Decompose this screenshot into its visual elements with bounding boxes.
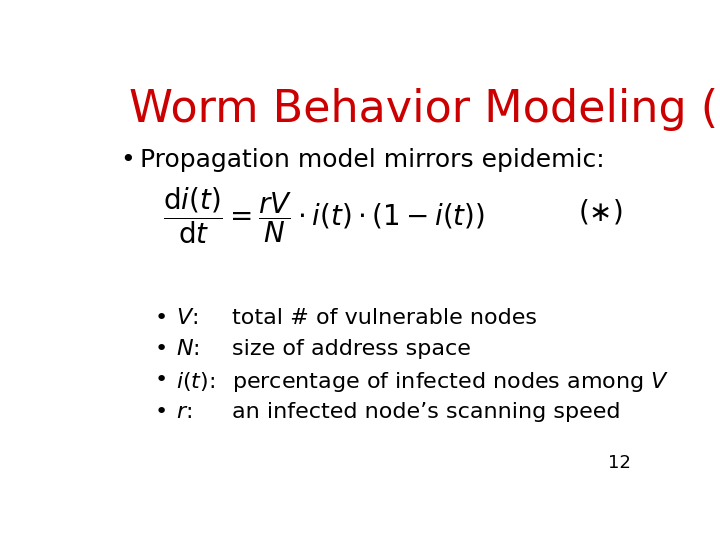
Text: $i(t)$:: $i(t)$: [176, 370, 215, 394]
Text: $\dfrac{\mathrm{d}i(t)}{\mathrm{d}t} = \dfrac{rV}{N} \cdot i(t) \cdot (1 - i(t)): $\dfrac{\mathrm{d}i(t)}{\mathrm{d}t} = \… [163, 185, 485, 246]
Text: Propagation model mirrors epidemic:: Propagation model mirrors epidemic: [140, 148, 605, 172]
Text: total # of vulnerable nodes: total # of vulnerable nodes [233, 308, 537, 328]
Text: size of address space: size of address space [233, 339, 471, 359]
Text: 12: 12 [608, 454, 631, 472]
Text: •: • [154, 402, 168, 422]
Text: percentage of infected nodes among $V$: percentage of infected nodes among $V$ [233, 370, 670, 394]
Text: •: • [154, 339, 168, 359]
Text: Worm Behavior Modeling (1): Worm Behavior Modeling (1) [129, 87, 720, 131]
Text: $N$:: $N$: [176, 339, 200, 359]
Text: $(\ast)$: $(\ast)$ [578, 198, 623, 227]
Text: •: • [154, 370, 168, 390]
Text: •: • [121, 148, 135, 172]
Text: $V$:: $V$: [176, 308, 199, 328]
Text: $r$:: $r$: [176, 402, 192, 422]
Text: •: • [154, 308, 168, 328]
Text: an infected node’s scanning speed: an infected node’s scanning speed [233, 402, 621, 422]
